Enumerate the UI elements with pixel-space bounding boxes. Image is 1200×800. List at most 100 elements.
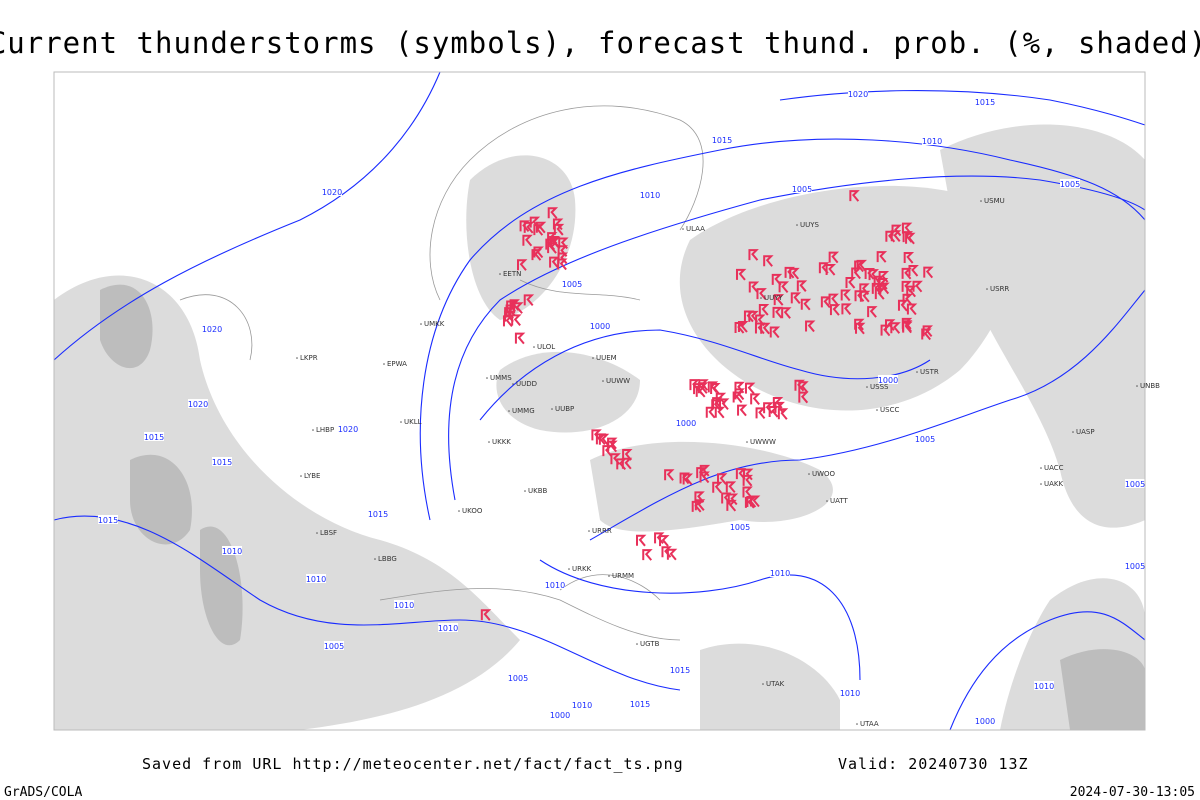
- thunderstorm-symbol: [742, 468, 754, 481]
- thunderstorm-symbol: [707, 381, 719, 393]
- isobar: [539, 559, 861, 681]
- thunderstorm-symbol: [756, 288, 767, 300]
- thunderstorm-symbol: [760, 322, 771, 335]
- thunderstorm-symbol: [825, 263, 837, 276]
- station-dot: [588, 530, 590, 532]
- isobar-label-bg: [306, 574, 326, 583]
- thunderstorm-symbol: [877, 277, 889, 290]
- isobar-label: 1015: [144, 433, 164, 442]
- thunderstorm-symbol: [921, 328, 932, 341]
- thunderstorm-symbol: [480, 609, 492, 621]
- isobar-label-bg: [730, 522, 750, 531]
- thunderstorm-symbol: [621, 457, 633, 470]
- station-label: LBBG: [378, 555, 397, 563]
- station-dot: [916, 371, 918, 373]
- thunderstorm-symbol: [514, 332, 526, 345]
- station-dot: [512, 383, 514, 385]
- station-label: UWWW: [750, 438, 776, 446]
- thunderstorm-symbol: [874, 288, 886, 300]
- isobar-label-bg: [915, 434, 935, 443]
- station-label: UWOO: [812, 470, 836, 478]
- thunderstorm-symbol: [879, 282, 890, 295]
- thunderstorm-symbol: [699, 464, 711, 477]
- station-dot: [300, 475, 302, 477]
- thunderstorm-symbol: [744, 382, 756, 395]
- isobar-label: 1005: [915, 435, 935, 444]
- isobar-label: 1010: [394, 601, 414, 610]
- isobar: [419, 138, 1146, 521]
- thunderstorm-symbol: [901, 222, 913, 235]
- thunderstorm-symbol: [519, 220, 530, 233]
- thunderstorm-symbol: [796, 280, 808, 292]
- coastline: [559, 574, 661, 601]
- station-label: UKKK: [492, 438, 511, 446]
- thunderstorm-symbol: [859, 290, 871, 303]
- station-label: UGTB: [640, 640, 660, 648]
- coastline: [179, 294, 253, 361]
- thunderstorm-symbol: [714, 406, 726, 419]
- thunderstorm-symbol: [721, 492, 732, 505]
- isobar-label: 1000: [975, 717, 995, 726]
- isobar-label: 1005: [792, 185, 812, 194]
- isobar-label: 1010: [572, 701, 592, 710]
- thunderstorm-symbols: [480, 190, 934, 621]
- isobar-label-bg: [590, 321, 610, 330]
- station-label: LBSF: [320, 529, 337, 537]
- station-label: URKK: [572, 565, 592, 573]
- thunderstorm-symbol: [695, 385, 707, 398]
- isobar-label: 1005: [1125, 562, 1145, 571]
- station-label: URMM: [612, 572, 634, 580]
- thunderstorm-symbol: [737, 321, 749, 333]
- thunderstorm-symbol: [748, 249, 759, 261]
- isobar-label: 1010: [922, 137, 942, 146]
- isobar-label: 1015: [670, 666, 690, 675]
- isobar-label-bg: [792, 184, 812, 193]
- isobars: [53, 71, 1146, 731]
- station-dot: [602, 380, 604, 382]
- thunderstorm-symbol: [818, 262, 830, 274]
- thunderstorm-symbol: [664, 469, 675, 481]
- coastline: [379, 588, 681, 641]
- station-dot: [458, 510, 460, 512]
- thunderstorm-symbol: [856, 259, 868, 272]
- thunderstorm-symbol: [547, 207, 559, 219]
- station-label: UATT: [830, 497, 849, 505]
- isobar-label-bg: [144, 432, 164, 441]
- thunderstorm-symbol: [789, 267, 800, 280]
- station-dot: [762, 683, 764, 685]
- thunderstorm-symbol: [535, 221, 547, 234]
- isobar-label-bg: [98, 515, 118, 524]
- isobar: [589, 289, 1146, 541]
- station-dot: [746, 441, 748, 443]
- software-credit: GrADS/COLA: [4, 785, 82, 800]
- station-label: UUYY: [764, 294, 784, 302]
- thunderstorm-symbol: [735, 268, 747, 281]
- isobar-label: 1015: [98, 516, 118, 525]
- isobar-label-bg: [1034, 681, 1054, 690]
- thunderstorm-symbol: [840, 289, 852, 302]
- isobar-label: 1010: [545, 581, 565, 590]
- station-label: UKOO: [462, 507, 483, 515]
- thunderstorm-symbol: [529, 216, 541, 229]
- isobar-label: 1005: [1125, 480, 1145, 489]
- thunderstorm-symbol: [849, 190, 860, 202]
- station-dot: [1040, 467, 1042, 469]
- station-dot: [488, 441, 490, 443]
- shade-area: [700, 643, 840, 730]
- thunderstorm-symbol: [744, 496, 756, 509]
- isobar-label-bg: [712, 135, 732, 144]
- thunderstorm-symbol: [737, 404, 748, 417]
- isobar-label-bg: [975, 97, 995, 106]
- isobar-label: 1010: [438, 624, 458, 633]
- station-dot: [1136, 385, 1138, 387]
- isobar-label: 1020: [322, 188, 342, 197]
- isobar-label-bg: [840, 688, 860, 697]
- isobar: [949, 611, 1146, 731]
- thunderstorm-symbol: [880, 324, 891, 337]
- thunderstorm-symbol: [891, 224, 902, 237]
- isobar-label: 1010: [770, 569, 790, 578]
- thunderstorm-symbol: [610, 453, 621, 465]
- shade-area: [940, 124, 1145, 528]
- station-dot: [856, 723, 858, 725]
